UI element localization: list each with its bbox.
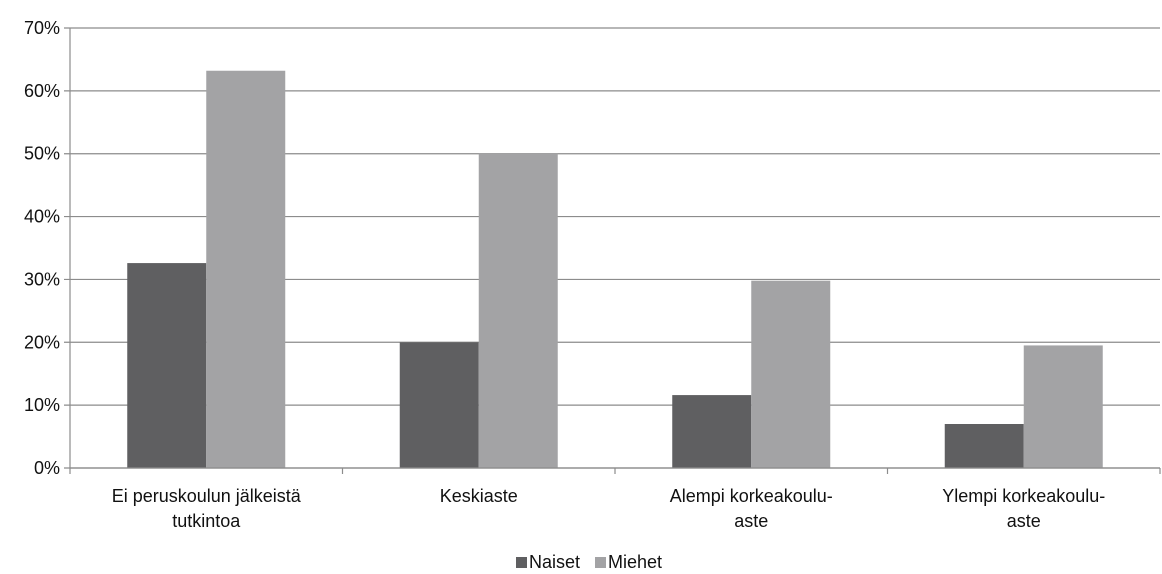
y-tick-label: 40% xyxy=(24,207,60,227)
x-category-label: Ylempi korkeakoulu- xyxy=(942,486,1105,506)
y-tick-label: 70% xyxy=(24,18,60,38)
bar-miehet-1 xyxy=(478,153,558,468)
x-category-label: Keskiaste xyxy=(440,486,518,506)
legend-swatch-miehet xyxy=(595,557,606,568)
bar-naiset-0 xyxy=(127,263,207,468)
x-category-label: aste xyxy=(1007,511,1041,531)
bar-naiset-3 xyxy=(944,424,1024,468)
x-category-label: Alempi korkeakoulu- xyxy=(670,486,833,506)
y-tick-label: 30% xyxy=(24,269,60,289)
bars xyxy=(127,70,1103,468)
x-axis xyxy=(69,28,1161,474)
bar-miehet-2 xyxy=(751,280,831,468)
x-category-label: tutkintoa xyxy=(172,511,241,531)
x-axis-category-labels: Ei peruskoulun jälkeistä tutkintoa Keskias… xyxy=(112,486,1106,531)
y-tick-label: 10% xyxy=(24,395,60,415)
legend-swatch-naiset xyxy=(516,557,527,568)
legend-label-miehet: Miehet xyxy=(608,552,662,572)
y-tick-label: 60% xyxy=(24,81,60,101)
bar-naiset-2 xyxy=(672,395,752,468)
y-tick-label: 20% xyxy=(24,332,60,352)
x-category-label: Ei peruskoulun jälkeistä xyxy=(112,486,302,506)
y-axis-tick-labels: 0% 10% 20% 30% 40% 50% 60% 70% xyxy=(24,18,60,478)
bar-miehet-0 xyxy=(206,70,286,468)
legend: Naiset Miehet xyxy=(516,552,662,572)
y-tick-label: 0% xyxy=(34,458,60,478)
legend-label-naiset: Naiset xyxy=(529,552,580,572)
bar-miehet-3 xyxy=(1023,345,1103,468)
bar-naiset-1 xyxy=(399,342,479,468)
y-tick-label: 50% xyxy=(24,144,60,164)
x-category-label: aste xyxy=(734,511,768,531)
